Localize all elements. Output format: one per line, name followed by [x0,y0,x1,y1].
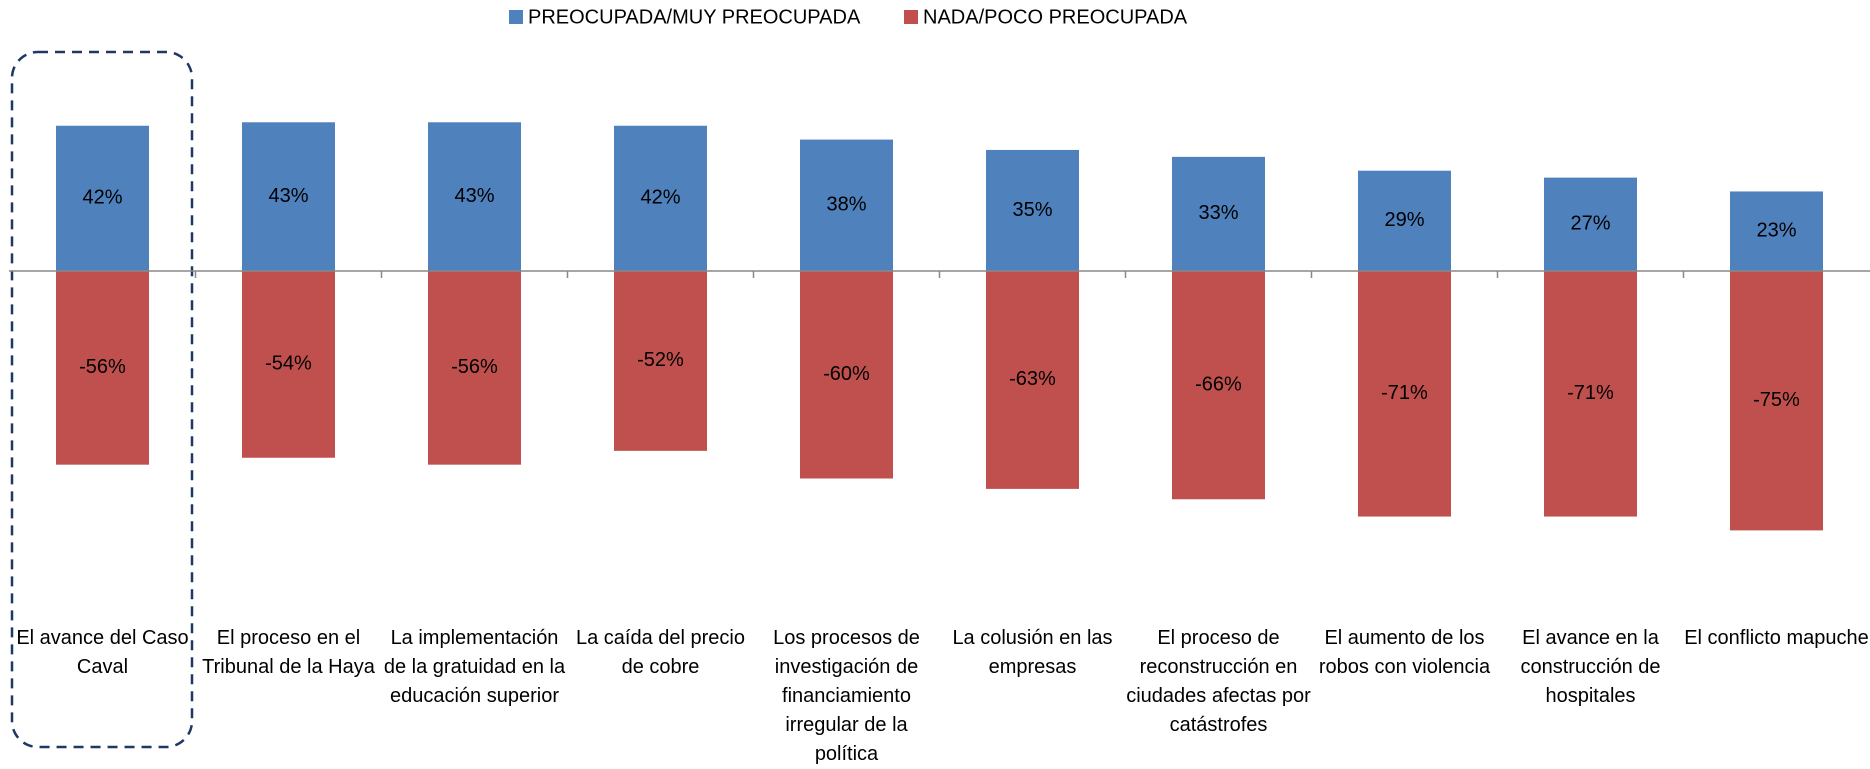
value-label: 35% [1012,199,1052,221]
bar [1172,271,1265,500]
legend-swatch [904,10,918,24]
value-label: -75% [1753,389,1800,411]
value-label: -71% [1381,382,1428,404]
bar [614,125,707,271]
bar [986,271,1079,489]
bar [428,122,521,272]
bar [242,122,335,272]
value-label: 43% [268,185,308,207]
legend-label: PREOCUPADA/MUY PREOCUPADA [528,6,861,28]
value-label: -52% [637,349,684,371]
value-label: 38% [826,194,866,216]
value-label: 27% [1570,213,1610,235]
category-label: La colusión en las empresas [952,627,1113,678]
category-label: El avance en la construcción de hospital… [1520,627,1661,707]
bar [986,149,1079,271]
value-label: 23% [1756,220,1796,242]
value-label: -56% [451,356,498,378]
bar [428,271,521,465]
bar [1544,177,1637,271]
bar [1358,170,1451,271]
value-label: 43% [454,185,494,207]
category-label: El aumento de los robos con violencia [1318,627,1491,678]
category-label: El proceso de reconstrucción en ciudades… [1126,627,1311,736]
bar [614,271,707,451]
value-label: 33% [1198,202,1238,224]
bar [242,271,335,458]
bar [1730,271,1823,531]
bar [800,139,893,271]
bar [1358,271,1451,517]
category-label: El avance del Caso Caval [16,627,189,678]
category-label: La implementación de la gratuidad en la … [383,627,566,707]
value-label: -56% [79,356,126,378]
value-label: 29% [1384,209,1424,231]
value-label: -63% [1009,368,1056,390]
bar [56,271,149,465]
bar [56,125,149,271]
legend-label: NADA/POCO PREOCUPADA [923,6,1188,28]
category-label: Los procesos de investigación de financi… [773,627,920,765]
bar [1730,191,1823,271]
value-label: -66% [1195,373,1242,395]
value-label: -71% [1567,382,1614,404]
value-label: -60% [823,363,870,385]
bar [1172,156,1265,271]
category-label: El conflicto mapuche [1684,627,1869,649]
value-label: 42% [82,187,122,209]
legend-swatch [509,10,523,24]
bar [1544,271,1637,517]
value-label: 42% [640,187,680,209]
category-label: La caída del precio de cobre [575,627,745,678]
bar [800,271,893,479]
category-label: El proceso en el Tribunal de la Haya [202,627,375,678]
value-label: -54% [265,353,312,375]
